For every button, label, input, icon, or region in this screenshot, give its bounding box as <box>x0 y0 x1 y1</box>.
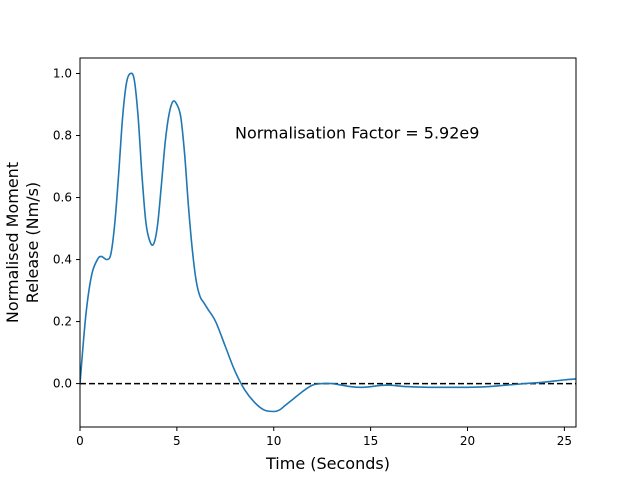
tick-marks: 0 5 10 15 20 25 0.0 0.2 0.4 0.6 0.8 1.0 <box>53 67 572 448</box>
x-tick-label-3: 15 <box>363 434 378 448</box>
x-tick-label-0: 0 <box>76 434 84 448</box>
y-tick-label-5: 1.0 <box>53 67 72 81</box>
x-axis-label: Time (Seconds) <box>265 454 390 473</box>
axes-frame <box>79 57 577 428</box>
y-tick-label-4: 0.8 <box>53 129 72 143</box>
x-tick-label-4: 20 <box>460 434 475 448</box>
moment-release-series-line-0 <box>80 72 576 413</box>
y-tick-label-2: 0.4 <box>53 253 72 267</box>
y-axis-label-line-2: Release (Nm/s) <box>23 182 42 303</box>
y-tick-label-1: 0.2 <box>53 315 72 329</box>
x-tick-label-2: 10 <box>266 434 281 448</box>
axis-labels: Time (Seconds) Normalised Moment Release… <box>3 123 479 473</box>
axes <box>79 57 577 428</box>
plot-area <box>80 72 576 413</box>
normalisation-factor-annotation: Normalisation Factor = 5.92e9 <box>235 123 479 142</box>
x-tick-label-5: 25 <box>557 434 572 448</box>
y-tick-label-3: 0.6 <box>53 191 72 205</box>
x-tick-label-1: 5 <box>173 434 181 448</box>
y-axis-label-line-1: Normalised Moment <box>3 162 22 323</box>
y-tick-label-0: 0.0 <box>53 377 72 391</box>
